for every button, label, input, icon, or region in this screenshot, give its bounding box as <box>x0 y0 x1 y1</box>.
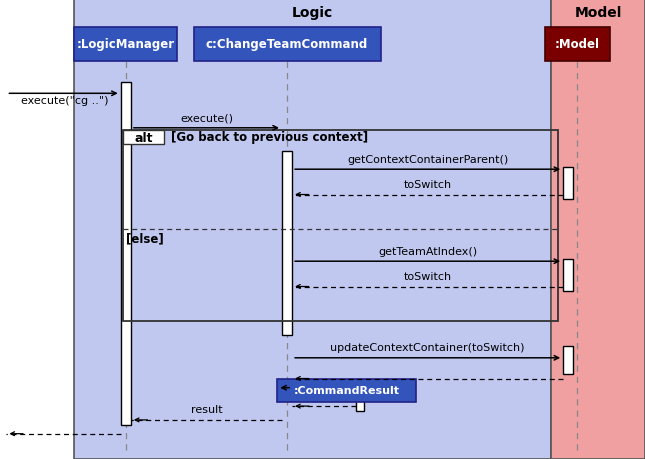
Text: toSwitch: toSwitch <box>404 271 451 281</box>
Text: getContextContainerParent(): getContextContainerParent() <box>347 154 508 164</box>
Text: execute("cg .."): execute("cg ..") <box>21 95 108 106</box>
Bar <box>545 28 610 62</box>
Bar <box>356 388 364 411</box>
Text: [Go back to previous context]: [Go back to previous context] <box>171 131 368 144</box>
Bar <box>74 0 551 459</box>
Text: execute(): execute() <box>180 113 233 123</box>
Bar <box>277 379 416 402</box>
Text: updateContextContainer(toSwitch): updateContextContainer(toSwitch) <box>330 342 525 353</box>
Text: result: result <box>190 404 223 414</box>
Bar <box>551 0 645 459</box>
Bar <box>123 131 164 145</box>
Text: :CommandResult: :CommandResult <box>293 385 400 395</box>
Bar <box>563 168 573 200</box>
Text: Model: Model <box>575 6 622 20</box>
Bar <box>121 83 131 425</box>
Text: :Model: :Model <box>555 38 600 51</box>
Text: c:ChangeTeamCommand: c:ChangeTeamCommand <box>206 38 368 51</box>
Text: :LogicManager: :LogicManager <box>77 38 175 51</box>
Bar <box>282 151 292 335</box>
Bar <box>563 259 573 291</box>
Text: getTeamAtIndex(): getTeamAtIndex() <box>378 246 477 256</box>
Bar <box>123 131 558 321</box>
Text: Logic: Logic <box>292 6 333 20</box>
Text: [else]: [else] <box>126 232 164 245</box>
Bar <box>194 28 381 62</box>
Bar <box>74 28 177 62</box>
Text: toSwitch: toSwitch <box>404 179 451 190</box>
Text: alt: alt <box>134 131 153 144</box>
Bar <box>563 347 573 374</box>
